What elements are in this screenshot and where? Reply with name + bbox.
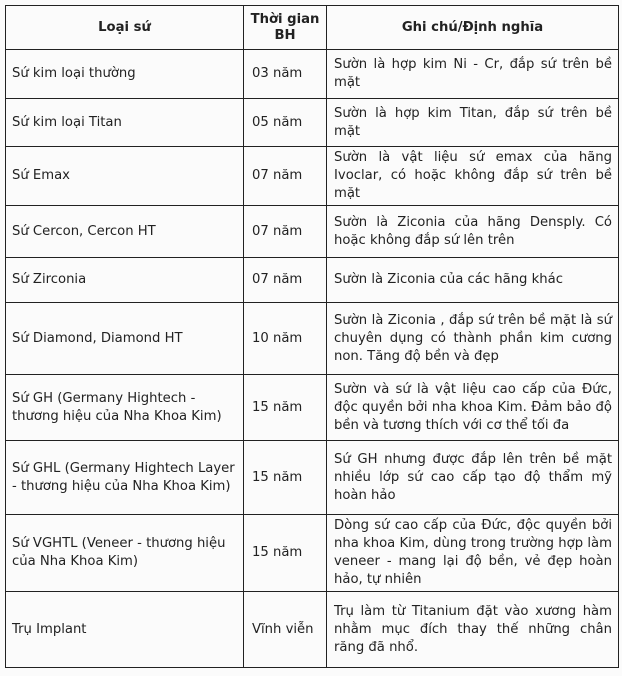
table-row: Sứ GHL (Germany Hightech Layer - thương … xyxy=(5,440,619,515)
cell-note: Dòng sứ cao cấp của Đức, độc quyền bởi n… xyxy=(326,514,619,592)
cell-type: Sứ GHL (Germany Hightech Layer - thương … xyxy=(5,440,244,515)
header-row: Loại sứ Thời gian BH Ghi chú/Định nghĩa xyxy=(5,5,619,50)
cell-note: Sườn là Ziconia , đắp sứ trên bề mặt là … xyxy=(326,302,619,375)
cell-note: Sứ GH nhưng được đắp lên trên bề mặt nhi… xyxy=(326,440,619,515)
cell-note: Sườn là Ziconia của các hãng khác xyxy=(326,257,619,303)
cell-warranty: Vĩnh viễn xyxy=(243,591,327,668)
cell-warranty: 07 năm xyxy=(243,205,327,258)
cell-note: Sườn là hợp kim Titan, đắp sứ trên bề mặ… xyxy=(326,98,619,147)
cell-warranty: 05 năm xyxy=(243,98,327,147)
cell-type: Trụ Implant xyxy=(5,591,244,668)
cell-type: Sứ Cercon, Cercon HT xyxy=(5,205,244,258)
table-row: Sứ VGHTL (Veneer - thương hiệu của Nha K… xyxy=(5,514,619,592)
table-row: Trụ Implant Vĩnh viễn Trụ làm từ Titanium … xyxy=(5,591,619,668)
table-row: Sứ GH (Germany Hightech - thương hiệu củ… xyxy=(5,374,619,441)
table-row: Sứ Diamond, Diamond HT 10 năm Sườn là Zico… xyxy=(5,302,619,375)
cell-note: Sườn là hợp kim Ni - Cr, đắp sứ trên bề … xyxy=(326,49,619,99)
cell-warranty: 07 năm xyxy=(243,257,327,303)
cell-type: Sứ Zirconia xyxy=(5,257,244,303)
cell-warranty: 03 năm xyxy=(243,49,327,99)
cell-note: Sườn là vật liệu sứ emax của hãng Ivocla… xyxy=(326,146,619,206)
cell-warranty: 15 năm xyxy=(243,374,327,441)
table-row: Sứ kim loại thường 03 năm Sườn là hợp kim … xyxy=(5,49,619,99)
header-warranty: Thời gian BH xyxy=(243,5,327,50)
warranty-table: Loại sứ Thời gian BH Ghi chú/Định nghĩa … xyxy=(5,5,619,668)
header-note: Ghi chú/Định nghĩa xyxy=(326,5,619,50)
table-row: Sứ Emax 07 năm Sườn là vật liệu sứ emax củ… xyxy=(5,146,619,206)
cell-note: Sườn và sứ là vật liệu cao cấp của Đức, … xyxy=(326,374,619,441)
cell-type: Sứ Emax xyxy=(5,146,244,206)
cell-warranty: 15 năm xyxy=(243,514,327,592)
cell-type: Sứ GH (Germany Hightech - thương hiệu củ… xyxy=(5,374,244,441)
header-type: Loại sứ xyxy=(5,5,244,50)
cell-type: Sứ kim loại thường xyxy=(5,49,244,99)
table-row: Sứ Cercon, Cercon HT 07 năm Sườn là Ziconi… xyxy=(5,205,619,258)
cell-type: Sứ Diamond, Diamond HT xyxy=(5,302,244,375)
cell-note: Trụ làm từ Titanium đặt vào xương hàm nh… xyxy=(326,591,619,668)
cell-warranty: 10 năm xyxy=(243,302,327,375)
table-row: Sứ kim loại Titan 05 năm Sườn là hợp kim T… xyxy=(5,98,619,147)
table-row: Sứ Zirconia 07 năm Sườn là Ziconia của các… xyxy=(5,257,619,303)
cell-type: Sứ kim loại Titan xyxy=(5,98,244,147)
cell-note: Sườn là Ziconia của hãng Densply. Có hoặ… xyxy=(326,205,619,258)
cell-warranty: 15 năm xyxy=(243,440,327,515)
cell-type: Sứ VGHTL (Veneer - thương hiệu của Nha K… xyxy=(5,514,244,592)
cell-warranty: 07 năm xyxy=(243,146,327,206)
